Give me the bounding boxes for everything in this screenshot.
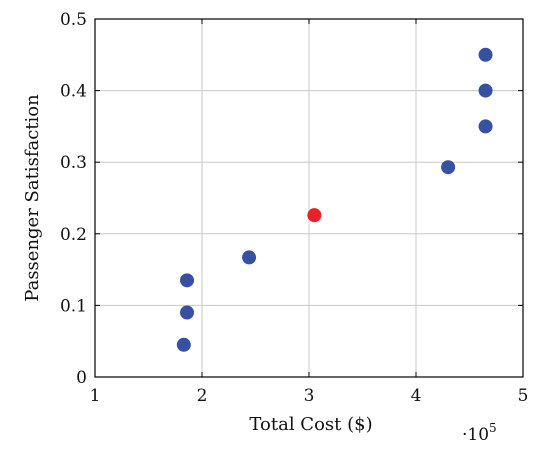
- x-tick-label: 2: [197, 386, 208, 406]
- x-axis-multiplier-exponent: 5: [489, 421, 497, 435]
- data-point: [180, 305, 195, 320]
- data-point: [307, 208, 322, 223]
- axis-ticks: [94, 18, 524, 378]
- x-axis-multiplier-base: ·10: [462, 425, 489, 445]
- x-tick-labels: 1 2 3 4 5: [90, 386, 529, 406]
- y-tick-label: 0.4: [60, 82, 87, 102]
- data-points: [176, 47, 493, 352]
- x-axis-label: Total Cost ($): [249, 414, 372, 435]
- data-point: [180, 273, 195, 288]
- y-tick-label: 0.3: [60, 153, 87, 173]
- x-tick-label: 4: [411, 386, 422, 406]
- y-tick-label: 0.1: [60, 296, 87, 316]
- data-point: [478, 119, 493, 134]
- y-tick-label: 0: [76, 368, 87, 388]
- x-axis-multiplier: ·105: [462, 421, 497, 445]
- x-tick-label: 5: [518, 386, 529, 406]
- data-point: [176, 337, 191, 352]
- y-tick-label: 0.2: [60, 225, 87, 245]
- x-tick-label: 3: [304, 386, 315, 406]
- data-point: [478, 47, 493, 62]
- x-tick-label: 1: [90, 386, 101, 406]
- y-axis-label: Passenger Satisfaction: [22, 94, 43, 302]
- y-tick-label: 0.5: [60, 10, 87, 30]
- data-point: [441, 160, 456, 175]
- data-point: [478, 83, 493, 98]
- grid: [94, 18, 524, 378]
- y-tick-labels: 0 0.1 0.2 0.3 0.4 0.5: [60, 10, 87, 388]
- data-point: [242, 250, 257, 265]
